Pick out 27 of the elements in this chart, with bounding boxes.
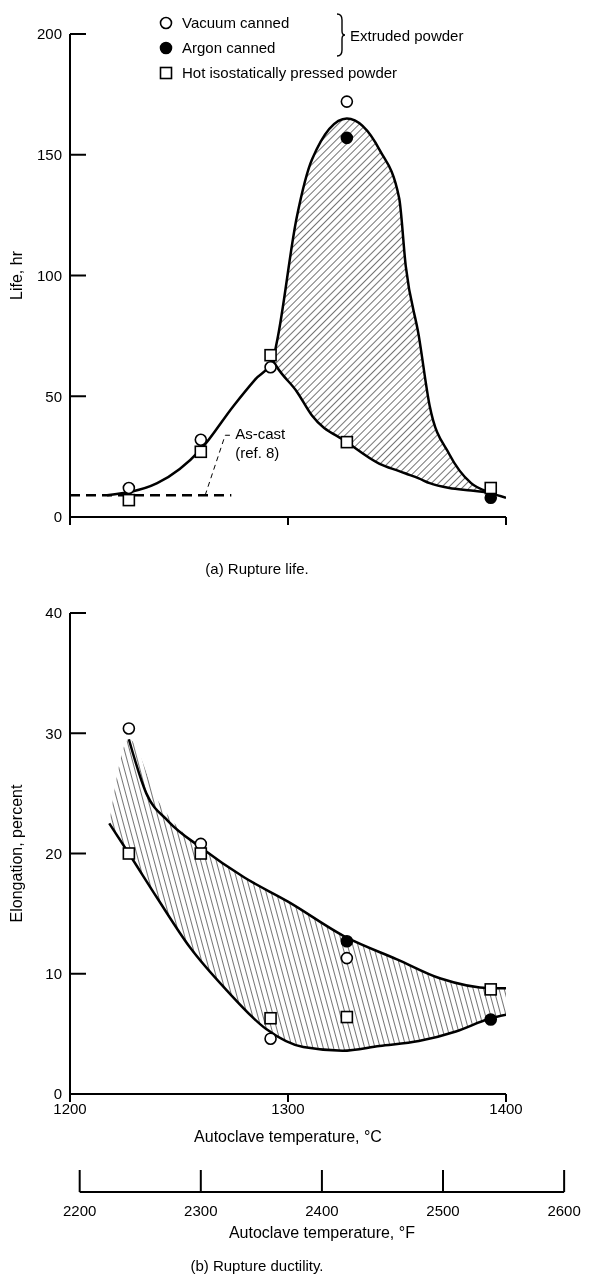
y-tick-label: 100 [36, 266, 62, 284]
legend-label: Vacuum canned [182, 13, 290, 33]
legend-label: Hot isostatically pressed powder [182, 63, 398, 83]
y-tick-label: 150 [36, 146, 62, 164]
x2-axis-title: Autoclave temperature, °F [228, 1224, 416, 1241]
x2-tick-label: 2200 [63, 1202, 97, 1219]
y-tick-label: 0 [53, 508, 62, 526]
x2-tick-label: 2300 [184, 1202, 218, 1219]
text: (a) Rupture life. [205, 560, 309, 577]
y-tick-label: 200 [36, 25, 62, 43]
y-axis-title: Elongation, percent [7, 784, 25, 923]
x-axis-title: Autoclave temperature, °C [194, 1128, 382, 1145]
y-tick-label: 40 [45, 604, 62, 622]
y-tick-label: 50 [45, 387, 62, 405]
legend-label: Argon canned [182, 38, 276, 58]
x2-tick-label: 2600 [547, 1202, 581, 1219]
y-axis-title: Life, hr [7, 250, 25, 300]
x2-tick-label: 2400 [305, 1202, 339, 1219]
x-tick-label: 1400 [489, 1099, 523, 1117]
y-tick-label: 30 [45, 724, 62, 742]
text: (b) Rupture ductility. [190, 1257, 324, 1274]
legend-title: Extruded powder [350, 25, 464, 46]
y-tick-label: 10 [45, 965, 62, 983]
annotation: As-cast (ref. 8) [235, 425, 286, 462]
x-tick-label: 1300 [271, 1099, 305, 1117]
x2-tick-label: 2500 [426, 1202, 460, 1219]
y-tick-label: 20 [45, 844, 62, 862]
